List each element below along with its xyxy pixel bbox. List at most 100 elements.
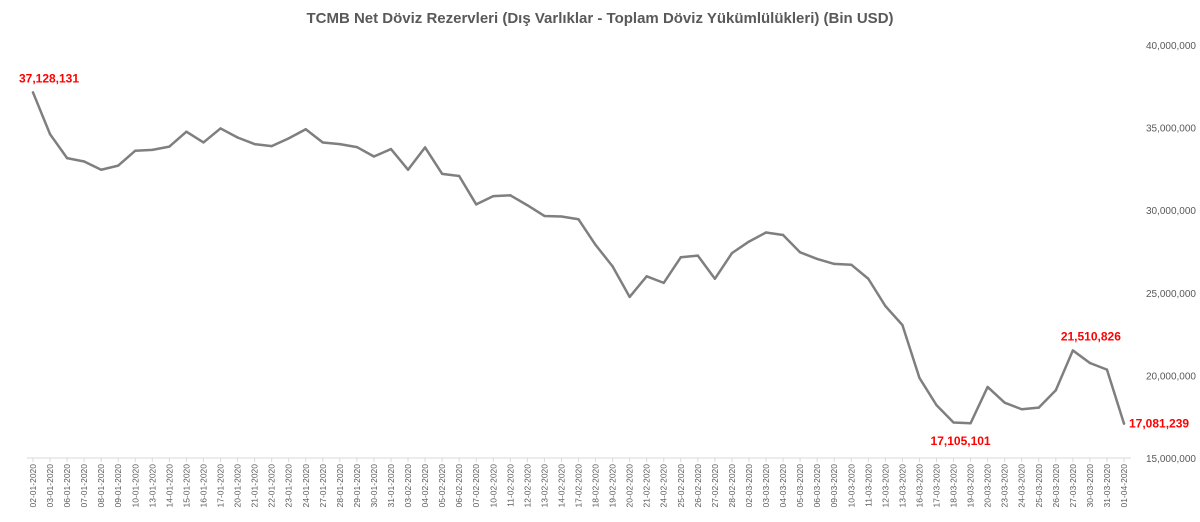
data-point (815, 257, 819, 261)
x-tick-label: 14-02-2020 (556, 464, 566, 508)
data-point (833, 262, 836, 266)
x-tick-label: 19-03-2020 (966, 464, 976, 508)
x-tick-label: 28-02-2020 (727, 464, 737, 508)
x-tick-label: 11-02-2020 (505, 464, 515, 507)
data-point (918, 376, 921, 380)
x-tick-label: 02-01-2020 (28, 464, 38, 508)
data-point (423, 146, 427, 149)
data-point (747, 240, 751, 243)
data-point (202, 141, 205, 144)
data-point (1054, 389, 1058, 392)
x-tick-label: 29-01-2020 (352, 464, 362, 508)
data-point (99, 168, 103, 171)
x-tick-label: 11-03-2020 (863, 464, 873, 507)
data-label: 17,081,239 (1129, 417, 1189, 431)
data-point (696, 254, 700, 257)
data-point (560, 215, 563, 218)
data-point (764, 231, 768, 234)
data-point (577, 218, 580, 221)
x-tick-label: 02-03-2020 (744, 464, 754, 508)
data-point (270, 144, 273, 148)
data-point (287, 137, 290, 140)
y-tick-label: 15,000,000 (1146, 454, 1196, 465)
data-point (1122, 422, 1126, 425)
x-tick-label: 17-02-2020 (574, 464, 584, 508)
x-tick-label: 16-01-2020 (198, 464, 208, 508)
x-tick-label: 06-03-2020 (812, 464, 822, 508)
data-point (628, 295, 631, 299)
x-tick-label: 04-03-2020 (778, 464, 788, 508)
x-tick-label: 06-01-2020 (62, 464, 72, 508)
x-tick-label: 04-02-2020 (420, 464, 430, 508)
data-point (1037, 406, 1040, 409)
data-point (304, 128, 307, 131)
x-tick-label: 03-03-2020 (761, 464, 771, 508)
x-tick-label: 09-01-2020 (113, 464, 123, 508)
x-tick-label: 21-01-2020 (250, 464, 260, 508)
data-label: 37,128,131 (19, 71, 79, 85)
x-tick-label: 23-01-2020 (284, 464, 294, 508)
x-tick-label: 17-03-2020 (931, 464, 941, 508)
data-point (168, 145, 171, 148)
data-point (48, 133, 52, 136)
data-point (185, 130, 188, 133)
data-point (65, 156, 69, 160)
data-point (543, 214, 546, 218)
x-tick-label: 27-02-2020 (710, 464, 720, 508)
x-tick-label: 10-03-2020 (846, 464, 856, 508)
x-tick-label: 31-01-2020 (386, 464, 396, 508)
x-tick-label: 05-02-2020 (437, 464, 447, 508)
chart-title: TCMB Net Döviz Rezervleri (Dış Varlıklar… (306, 10, 894, 27)
x-tick-label: 30-01-2020 (369, 464, 379, 508)
data-point (969, 422, 972, 425)
data-point (355, 145, 359, 149)
x-tick-label: 20-01-2020 (233, 464, 243, 508)
x-tick-label: 23-03-2020 (1000, 464, 1010, 508)
data-point (492, 194, 495, 198)
x-tick-label: 12-02-2020 (522, 464, 532, 508)
data-point (389, 147, 393, 151)
data-point (372, 155, 376, 158)
data-point (850, 263, 853, 266)
x-tick-label: 24-03-2020 (1017, 464, 1027, 508)
x-tick-label: 13-01-2020 (147, 464, 157, 508)
data-point (952, 421, 955, 424)
data-point (253, 142, 256, 146)
x-tick-label: 24-01-2020 (301, 464, 311, 508)
data-point (509, 194, 512, 197)
y-tick-label: 25,000,000 (1146, 289, 1196, 300)
data-point (321, 141, 324, 144)
x-tick-label: 21-02-2020 (642, 464, 652, 508)
x-tick-label: 10-01-2020 (130, 464, 140, 508)
x-tick-label: 13-02-2020 (539, 464, 549, 508)
x-tick-label: 25-02-2020 (676, 464, 686, 508)
x-tick-label: 12-03-2020 (880, 464, 890, 508)
data-point (713, 277, 717, 280)
x-tick-label: 27-01-2020 (318, 464, 328, 508)
data-point (82, 160, 86, 163)
data-point (440, 172, 444, 176)
y-tick-label: 20,000,000 (1146, 371, 1196, 382)
x-tick-label: 27-03-2020 (1068, 464, 1078, 508)
x-tick-label: 20-02-2020 (625, 464, 635, 508)
x-tick-label: 20-03-2020 (983, 464, 993, 508)
data-point (611, 265, 614, 268)
x-tick-label: 28-01-2020 (335, 464, 345, 508)
x-tick-label: 06-02-2020 (454, 464, 464, 508)
x-tick-label: 05-03-2020 (795, 464, 805, 508)
x-tick-label: 03-01-2020 (45, 464, 55, 508)
data-point (867, 277, 870, 280)
data-point (594, 243, 597, 247)
data-point (662, 281, 665, 285)
data-point (1003, 401, 1006, 404)
data-point (406, 168, 410, 171)
x-tick-label: 13-03-2020 (897, 464, 907, 508)
x-tick-label: 24-02-2020 (659, 464, 669, 508)
x-tick-label: 09-03-2020 (829, 464, 839, 508)
x-tick-label: 14-01-2020 (164, 464, 174, 508)
x-tick-label: 15-01-2020 (181, 464, 191, 508)
data-point (475, 203, 478, 206)
x-tick-label: 08-01-2020 (96, 464, 106, 508)
series-line (31, 91, 1126, 425)
